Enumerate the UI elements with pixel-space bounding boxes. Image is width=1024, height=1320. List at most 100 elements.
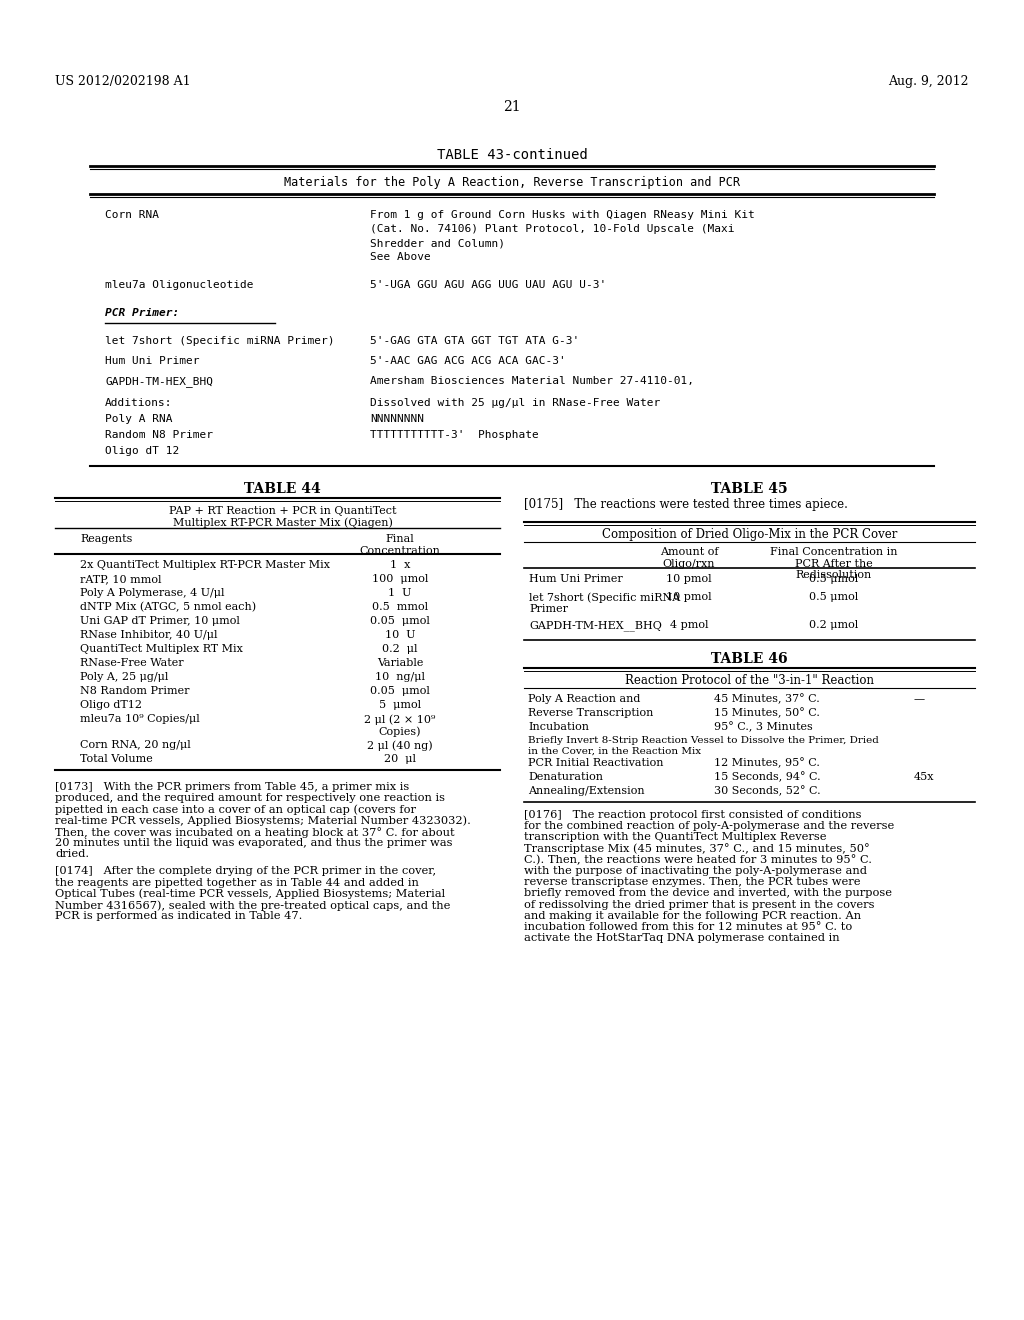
Text: TABLE 44: TABLE 44 [244, 482, 321, 496]
Text: Additions:: Additions: [105, 399, 172, 408]
Text: 1  U: 1 U [388, 587, 412, 598]
Text: Total Volume: Total Volume [80, 754, 153, 764]
Text: Corn RNA, 20 ng/μl: Corn RNA, 20 ng/μl [80, 741, 190, 750]
Text: 5'-AAC GAG ACG ACG ACA GAC-3': 5'-AAC GAG ACG ACG ACA GAC-3' [370, 356, 565, 366]
Text: N8 Random Primer: N8 Random Primer [80, 686, 189, 696]
Text: GAPDH-TM-HEX__BHQ: GAPDH-TM-HEX__BHQ [529, 620, 662, 631]
Text: dNTP Mix (ATGC, 5 nmol each): dNTP Mix (ATGC, 5 nmol each) [80, 602, 256, 612]
Text: Poly A Polymerase, 4 U/μl: Poly A Polymerase, 4 U/μl [80, 587, 224, 598]
Text: of redissolving the dried primer that is present in the covers: of redissolving the dried primer that is… [524, 900, 874, 909]
Text: 5  μmol: 5 μmol [379, 700, 421, 710]
Text: pipetted in each case into a cover of an optical cap (covers for: pipetted in each case into a cover of an… [55, 804, 416, 814]
Text: 1  x: 1 x [390, 560, 411, 570]
Text: Oligo dT 12: Oligo dT 12 [105, 446, 179, 455]
Text: Dissolved with 25 μg/μl in RNase-Free Water: Dissolved with 25 μg/μl in RNase-Free Wa… [370, 399, 660, 408]
Text: 2 μl (2 × 10⁹: 2 μl (2 × 10⁹ [365, 714, 435, 725]
Text: Number 4316567), sealed with the pre-treated optical caps, and the: Number 4316567), sealed with the pre-tre… [55, 900, 451, 911]
Text: with the purpose of inactivating the poly-A-polymerase and: with the purpose of inactivating the pol… [524, 866, 867, 876]
Text: produced, and the required amount for respectively one reaction is: produced, and the required amount for re… [55, 793, 445, 803]
Text: Random N8 Primer: Random N8 Primer [105, 430, 213, 440]
Text: 45 Minutes, 37° C.: 45 Minutes, 37° C. [714, 694, 820, 705]
Text: incubation followed from this for 12 minutes at 95° C. to: incubation followed from this for 12 min… [524, 921, 852, 932]
Text: QuantiTect Multiplex RT Mix: QuantiTect Multiplex RT Mix [80, 644, 243, 653]
Text: Hum Uni Primer: Hum Uni Primer [105, 356, 200, 366]
Text: GAPDH-TM-HEX_BHQ: GAPDH-TM-HEX_BHQ [105, 376, 213, 387]
Text: Variable: Variable [377, 657, 423, 668]
Text: 12 Minutes, 95° C.: 12 Minutes, 95° C. [714, 758, 820, 768]
Text: RNase Inhibitor, 40 U/μl: RNase Inhibitor, 40 U/μl [80, 630, 217, 640]
Text: mleu7a 10⁹ Copies/μl: mleu7a 10⁹ Copies/μl [80, 714, 200, 723]
Text: Corn RNA: Corn RNA [105, 210, 159, 220]
Text: 0.5  mmol: 0.5 mmol [372, 602, 428, 612]
Text: Final Concentration in
PCR After the
Redissolution: Final Concentration in PCR After the Red… [770, 546, 898, 581]
Text: Denaturation: Denaturation [528, 772, 603, 781]
Text: 2x QuantiTect Multiplex RT-PCR Master Mix: 2x QuantiTect Multiplex RT-PCR Master Mi… [80, 560, 330, 570]
Text: 0.05  μmol: 0.05 μmol [370, 686, 430, 696]
Text: reverse transcriptase enzymes. Then, the PCR tubes were: reverse transcriptase enzymes. Then, the… [524, 878, 860, 887]
Text: 45x: 45x [914, 772, 935, 781]
Text: 2 μl (40 ng): 2 μl (40 ng) [368, 741, 433, 751]
Text: 0.2  μl: 0.2 μl [382, 644, 418, 653]
Text: PCR Initial Reactivation: PCR Initial Reactivation [528, 758, 664, 768]
Text: Final
Concentration: Final Concentration [359, 535, 440, 556]
Text: real-time PCR vessels, Applied Biosystems; Material Number 4323032).: real-time PCR vessels, Applied Biosystem… [55, 816, 471, 826]
Text: Amersham Biosciences Material Number 27-4110-01,: Amersham Biosciences Material Number 27-… [370, 376, 694, 385]
Text: 0.5 μmol: 0.5 μmol [809, 574, 859, 583]
Text: Shredder and Column): Shredder and Column) [370, 238, 505, 248]
Text: PAP + RT Reaction + PCR in QuantiTect
Multiplex RT-PCR Master Mix (Qiagen): PAP + RT Reaction + PCR in QuantiTect Mu… [169, 506, 396, 528]
Text: 0.2 μmol: 0.2 μmol [809, 620, 859, 630]
Text: Poly A, 25 μg/μl: Poly A, 25 μg/μl [80, 672, 168, 682]
Text: let 7short (Specific miRNA Primer): let 7short (Specific miRNA Primer) [105, 337, 335, 346]
Text: Composition of Dried Oligo-Mix in the PCR Cover: Composition of Dried Oligo-Mix in the PC… [602, 528, 897, 541]
Text: Aug. 9, 2012: Aug. 9, 2012 [889, 75, 969, 88]
Text: TABLE 46: TABLE 46 [712, 652, 787, 667]
Text: 20  μl: 20 μl [384, 754, 416, 764]
Text: 21: 21 [503, 100, 521, 114]
Text: 10  U: 10 U [385, 630, 416, 640]
Text: and making it available for the following PCR reaction. An: and making it available for the followin… [524, 911, 861, 921]
Text: From 1 g of Ground Corn Husks with Qiagen RNeasy Mini Kit: From 1 g of Ground Corn Husks with Qiage… [370, 210, 755, 220]
Text: PCR Primer:: PCR Primer: [105, 308, 179, 318]
Text: 30 Seconds, 52° C.: 30 Seconds, 52° C. [714, 785, 820, 797]
Text: for the combined reaction of poly-A-polymerase and the reverse: for the combined reaction of poly-A-poly… [524, 821, 894, 832]
Text: Copies): Copies) [379, 726, 421, 737]
Text: 95° C., 3 Minutes: 95° C., 3 Minutes [714, 722, 813, 733]
Text: TABLE 45: TABLE 45 [712, 482, 787, 496]
Text: See Above: See Above [370, 252, 431, 261]
Text: Transcriptase Mix (45 minutes, 37° C., and 15 minutes, 50°: Transcriptase Mix (45 minutes, 37° C., a… [524, 843, 869, 854]
Text: 20 minutes until the liquid was evaporated, and thus the primer was: 20 minutes until the liquid was evaporat… [55, 838, 453, 847]
Text: Amount of
Oligo/rxn: Amount of Oligo/rxn [659, 546, 718, 569]
Text: Materials for the Poly A Reaction, Reverse Transcription and PCR: Materials for the Poly A Reaction, Rever… [284, 176, 740, 189]
Text: [0173]   With the PCR primers from Table 45, a primer mix is: [0173] With the PCR primers from Table 4… [55, 781, 410, 792]
Text: 0.5 μmol: 0.5 μmol [809, 591, 859, 602]
Text: 100  μmol: 100 μmol [372, 574, 428, 583]
Text: TTTTTTTTTTT-3'  Phosphate: TTTTTTTTTTT-3' Phosphate [370, 430, 539, 440]
Text: 10 pmol: 10 pmol [667, 591, 712, 602]
Text: dried.: dried. [55, 849, 89, 859]
Text: C.). Then, the reactions were heated for 3 minutes to 95° C.: C.). Then, the reactions were heated for… [524, 855, 872, 866]
Text: briefly removed from the device and inverted, with the purpose: briefly removed from the device and inve… [524, 888, 892, 899]
Text: Incubation: Incubation [528, 722, 589, 733]
Text: 15 Seconds, 94° C.: 15 Seconds, 94° C. [714, 772, 820, 783]
Text: 5'-UGA GGU AGU AGG UUG UAU AGU U-3': 5'-UGA GGU AGU AGG UUG UAU AGU U-3' [370, 280, 606, 290]
Text: activate the HotStarTaq DNA polymerase contained in: activate the HotStarTaq DNA polymerase c… [524, 933, 840, 944]
Text: (Cat. No. 74106) Plant Protocol, 10-Fold Upscale (Maxi: (Cat. No. 74106) Plant Protocol, 10-Fold… [370, 224, 734, 234]
Text: Hum Uni Primer: Hum Uni Primer [529, 574, 623, 583]
Text: Then, the cover was incubated on a heating block at 37° C. for about: Then, the cover was incubated on a heati… [55, 826, 455, 838]
Text: —: — [914, 694, 925, 704]
Text: the reagents are pipetted together as in Table 44 and added in: the reagents are pipetted together as in… [55, 878, 419, 887]
Text: Uni GAP dT Primer, 10 μmol: Uni GAP dT Primer, 10 μmol [80, 616, 240, 626]
Text: [0174]   After the complete drying of the PCR primer in the cover,: [0174] After the complete drying of the … [55, 866, 436, 876]
Text: Optical Tubes (real-time PCR vessels, Applied Biosystems; Material: Optical Tubes (real-time PCR vessels, Ap… [55, 888, 445, 899]
Text: transcription with the QuantiTect Multiplex Reverse: transcription with the QuantiTect Multip… [524, 833, 826, 842]
Text: 4 pmol: 4 pmol [670, 620, 709, 630]
Text: Poly A RNA: Poly A RNA [105, 414, 172, 424]
Text: Briefly Invert 8-Strip Reaction Vessel to Dissolve the Primer, Dried
in the Cove: Briefly Invert 8-Strip Reaction Vessel t… [528, 737, 879, 755]
Text: RNase-Free Water: RNase-Free Water [80, 657, 183, 668]
Text: Reverse Transcription: Reverse Transcription [528, 708, 653, 718]
Text: 10  ng/μl: 10 ng/μl [375, 672, 425, 682]
Text: Reaction Protocol of the "3-in-1" Reaction: Reaction Protocol of the "3-in-1" Reacti… [625, 675, 874, 686]
Text: [0175]   The reactions were tested three times apiece.: [0175] The reactions were tested three t… [524, 498, 848, 511]
Text: Poly A Reaction and: Poly A Reaction and [528, 694, 640, 704]
Text: US 2012/0202198 A1: US 2012/0202198 A1 [55, 75, 190, 88]
